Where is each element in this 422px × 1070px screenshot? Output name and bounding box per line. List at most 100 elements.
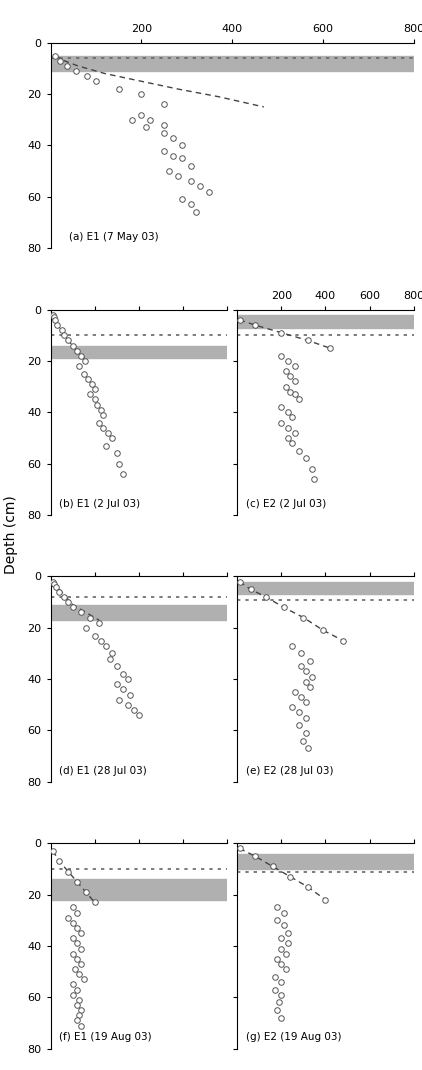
Point: [69, 987, 76, 1004]
Point: [78, 348, 85, 365]
Point: [289, 434, 296, 452]
Point: [69, 930, 76, 947]
Point: [82, 620, 89, 637]
Point: [289, 699, 296, 716]
Point: [78, 603, 85, 621]
Bar: [238, 854, 414, 869]
Text: Depth (cm): Depth (cm): [3, 495, 18, 575]
Point: [273, 1002, 280, 1019]
Point: [76, 965, 83, 982]
Point: [309, 668, 316, 685]
Point: [57, 52, 63, 70]
Point: [52, 47, 59, 64]
Point: [65, 863, 72, 881]
Point: [82, 884, 89, 901]
Point: [60, 588, 67, 606]
Point: [285, 924, 292, 942]
Point: [87, 609, 94, 626]
Bar: [238, 315, 414, 327]
Point: [124, 697, 131, 714]
Point: [74, 981, 81, 998]
Point: [188, 196, 195, 213]
Point: [93, 73, 100, 90]
Point: [69, 599, 76, 616]
Point: [49, 574, 56, 591]
Point: [85, 370, 92, 387]
Point: [135, 706, 142, 723]
Point: [105, 424, 111, 441]
Point: [65, 332, 72, 349]
Point: [282, 363, 289, 380]
Point: [98, 632, 105, 649]
Point: [98, 401, 105, 418]
Point: [236, 311, 243, 328]
Point: [65, 910, 72, 927]
Point: [273, 950, 280, 967]
Point: [280, 599, 287, 616]
Point: [278, 956, 285, 973]
Point: [114, 658, 120, 675]
Point: [285, 352, 292, 369]
Point: [278, 414, 285, 431]
Point: [74, 1012, 81, 1029]
Point: [236, 840, 243, 857]
Point: [282, 945, 289, 962]
Point: [74, 342, 81, 360]
Point: [282, 378, 289, 395]
Point: [100, 419, 107, 437]
Point: [291, 373, 298, 391]
Point: [69, 976, 76, 993]
Point: [114, 675, 120, 692]
Bar: [51, 346, 227, 358]
Point: [124, 671, 131, 688]
Point: [278, 939, 285, 957]
Point: [120, 465, 127, 483]
Point: [72, 62, 79, 79]
Point: [138, 106, 145, 123]
Text: (f) E1 (19 Aug 03): (f) E1 (19 Aug 03): [60, 1033, 152, 1042]
Point: [307, 678, 314, 696]
Point: [81, 352, 88, 369]
Point: [179, 150, 186, 167]
Point: [84, 67, 90, 85]
Point: [74, 996, 81, 1013]
Point: [291, 424, 298, 441]
Point: [143, 119, 149, 136]
Point: [102, 638, 109, 655]
Point: [78, 1002, 85, 1019]
Point: [78, 1016, 85, 1034]
Point: [287, 868, 294, 885]
Point: [138, 86, 145, 103]
Point: [309, 460, 316, 477]
Point: [56, 853, 63, 870]
Point: [291, 386, 298, 403]
Point: [179, 190, 186, 208]
Point: [278, 324, 285, 341]
Point: [287, 383, 294, 400]
Bar: [51, 880, 227, 900]
Point: [280, 917, 287, 934]
Point: [302, 693, 309, 710]
Point: [65, 594, 72, 611]
Point: [174, 168, 181, 185]
Point: [188, 157, 195, 174]
Text: (d) E1 (28 Jul 03): (d) E1 (28 Jul 03): [60, 766, 147, 776]
Point: [91, 391, 98, 408]
Point: [280, 904, 287, 921]
Point: [58, 322, 65, 339]
Point: [291, 357, 298, 374]
Point: [197, 178, 204, 195]
Point: [109, 429, 116, 446]
Point: [276, 994, 283, 1011]
Point: [100, 407, 107, 424]
Point: [296, 442, 303, 459]
Point: [69, 945, 76, 962]
Point: [252, 847, 258, 865]
Point: [262, 588, 269, 606]
Point: [278, 987, 285, 1004]
Point: [302, 662, 309, 681]
Point: [109, 645, 116, 662]
Point: [94, 396, 100, 413]
Point: [206, 183, 213, 200]
Point: [179, 137, 186, 154]
